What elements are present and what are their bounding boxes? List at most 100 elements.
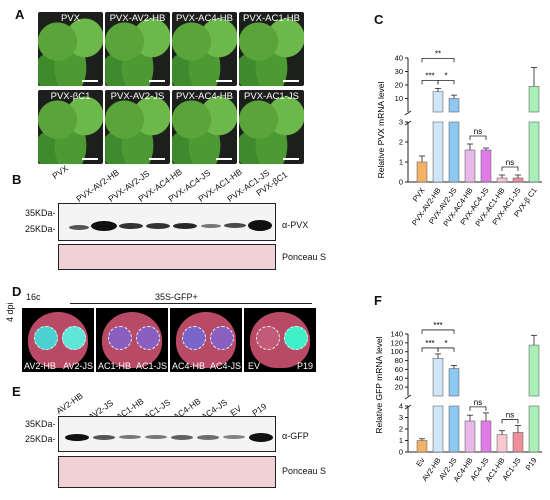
significance-bracket <box>421 57 455 63</box>
x-tick-label: P19 <box>524 456 539 472</box>
y-axis-label: Relative GFP mRNA level <box>374 336 384 433</box>
blot-band <box>201 224 221 228</box>
y-tick-label: 40 <box>395 54 403 63</box>
y-tick-label: 120 <box>390 338 403 347</box>
bar <box>496 434 508 453</box>
leaf-label: AV2-JS <box>63 361 93 371</box>
lane-label: AV2-HB <box>54 390 85 416</box>
significance-label: ns <box>474 127 482 136</box>
y-tick-label: 40 <box>395 374 403 383</box>
plant-photo: PVX-AC4-HB <box>172 12 237 86</box>
bar <box>512 432 524 453</box>
ponceau-stain <box>58 456 276 488</box>
western-blot-gfp <box>58 416 276 452</box>
blot-band <box>197 435 219 440</box>
bar <box>480 420 492 453</box>
leaf-label: AC1-HB <box>98 361 132 371</box>
y-tick-label: 10 <box>395 94 403 103</box>
plant-photo: PVX-AC4-HB <box>172 90 237 164</box>
y-tick-label: 1 <box>399 436 403 445</box>
stain-label: Ponceau S <box>282 252 327 262</box>
y-axis-label: Relative PVX mRNA level <box>376 81 386 178</box>
y-tick-label: 60 <box>395 365 403 374</box>
y-tick-label: 30 <box>395 67 403 76</box>
leaf-label: P19 <box>296 361 313 371</box>
panel-label-b: B <box>12 172 22 187</box>
bar <box>528 344 540 397</box>
plant-label: PVX-AC1-JS <box>244 91 299 102</box>
bar <box>416 161 428 183</box>
lane-label: PVX <box>50 163 70 181</box>
construct-header: 35S-GFP+ <box>155 292 198 302</box>
header-rule <box>70 303 312 304</box>
blot-band <box>145 435 167 439</box>
scale-bar <box>216 80 232 82</box>
panel-label-c: C <box>374 12 384 27</box>
y-tick-label: 4 <box>399 402 403 411</box>
ponceau-stain <box>58 244 276 270</box>
infiltration-spot <box>108 326 132 350</box>
significance-label: * <box>444 339 447 348</box>
blot-band <box>119 435 141 439</box>
infiltration-spot <box>182 326 206 350</box>
blot-band <box>224 223 246 228</box>
plant-label: PVX-AV2-HB <box>109 13 166 24</box>
significance-bracket <box>437 79 455 85</box>
scale-bar <box>149 158 165 160</box>
plant-photo: PVX-AV2-JS <box>105 90 170 164</box>
panel-label-e: E <box>12 384 21 399</box>
y-tick-label: 140 <box>390 330 403 339</box>
significance-bracket <box>469 406 487 411</box>
bar <box>528 121 540 183</box>
bar <box>448 98 460 113</box>
plant-label: PVX <box>60 13 80 24</box>
stain-label: Ponceau S <box>282 466 327 476</box>
scale-bar <box>82 80 98 82</box>
marker-35kda: 35KDa- <box>25 208 56 218</box>
blot-band <box>91 221 117 231</box>
blot-band <box>171 435 193 440</box>
bar <box>528 86 540 113</box>
axis-break-mark <box>404 120 412 126</box>
significance-bracket <box>421 329 455 334</box>
significance-bracket <box>421 347 439 352</box>
bar <box>464 149 476 183</box>
leaf-label: AV2-HB <box>24 361 56 371</box>
bar <box>480 149 492 183</box>
significance-bracket <box>501 166 519 171</box>
plant-photo: PVX-AC1-HB <box>239 12 304 86</box>
blot-band <box>146 223 170 229</box>
blot-band <box>248 220 272 231</box>
plant-label: PVX-AC4-HB <box>175 13 233 24</box>
x-tick-label: Ev <box>414 456 427 469</box>
y-tick-label: 0 <box>399 178 403 187</box>
plant-label: PVX-AV2-JS <box>110 91 165 102</box>
significance-label: ns <box>474 398 482 407</box>
bar <box>416 440 428 453</box>
plant-photo: PVX-AC1-JS <box>239 90 304 164</box>
scale-bar <box>216 158 232 160</box>
leaf-photo: AC4-HB AC4-JS <box>170 308 242 372</box>
bar <box>448 368 460 397</box>
infiltration-spot <box>256 326 280 350</box>
marker-25kda: 25KDa- <box>25 224 56 234</box>
leaf-label: AC4-HB <box>172 361 206 371</box>
leaf-photo: AV2-HB AV2-JS <box>22 308 94 372</box>
bar <box>432 405 444 453</box>
y-tick-label: 20 <box>395 81 403 90</box>
infiltration-spot <box>210 326 234 350</box>
plant-photo: PVX-AV2-HB <box>105 12 170 86</box>
marker-35kda: 35KDa- <box>25 419 56 429</box>
bar <box>432 358 444 397</box>
significance-bracket <box>469 135 487 140</box>
plant-photo: PVX-βC1 <box>38 90 103 164</box>
blot-band <box>119 223 143 229</box>
bar <box>464 420 476 453</box>
y-tick-label: 80 <box>395 356 403 365</box>
significance-label: ns <box>506 158 514 167</box>
panel-label-d: D <box>12 284 22 299</box>
bar <box>496 177 508 183</box>
blot-band <box>65 434 89 441</box>
scale-bar <box>82 158 98 160</box>
blot-band <box>173 223 197 229</box>
